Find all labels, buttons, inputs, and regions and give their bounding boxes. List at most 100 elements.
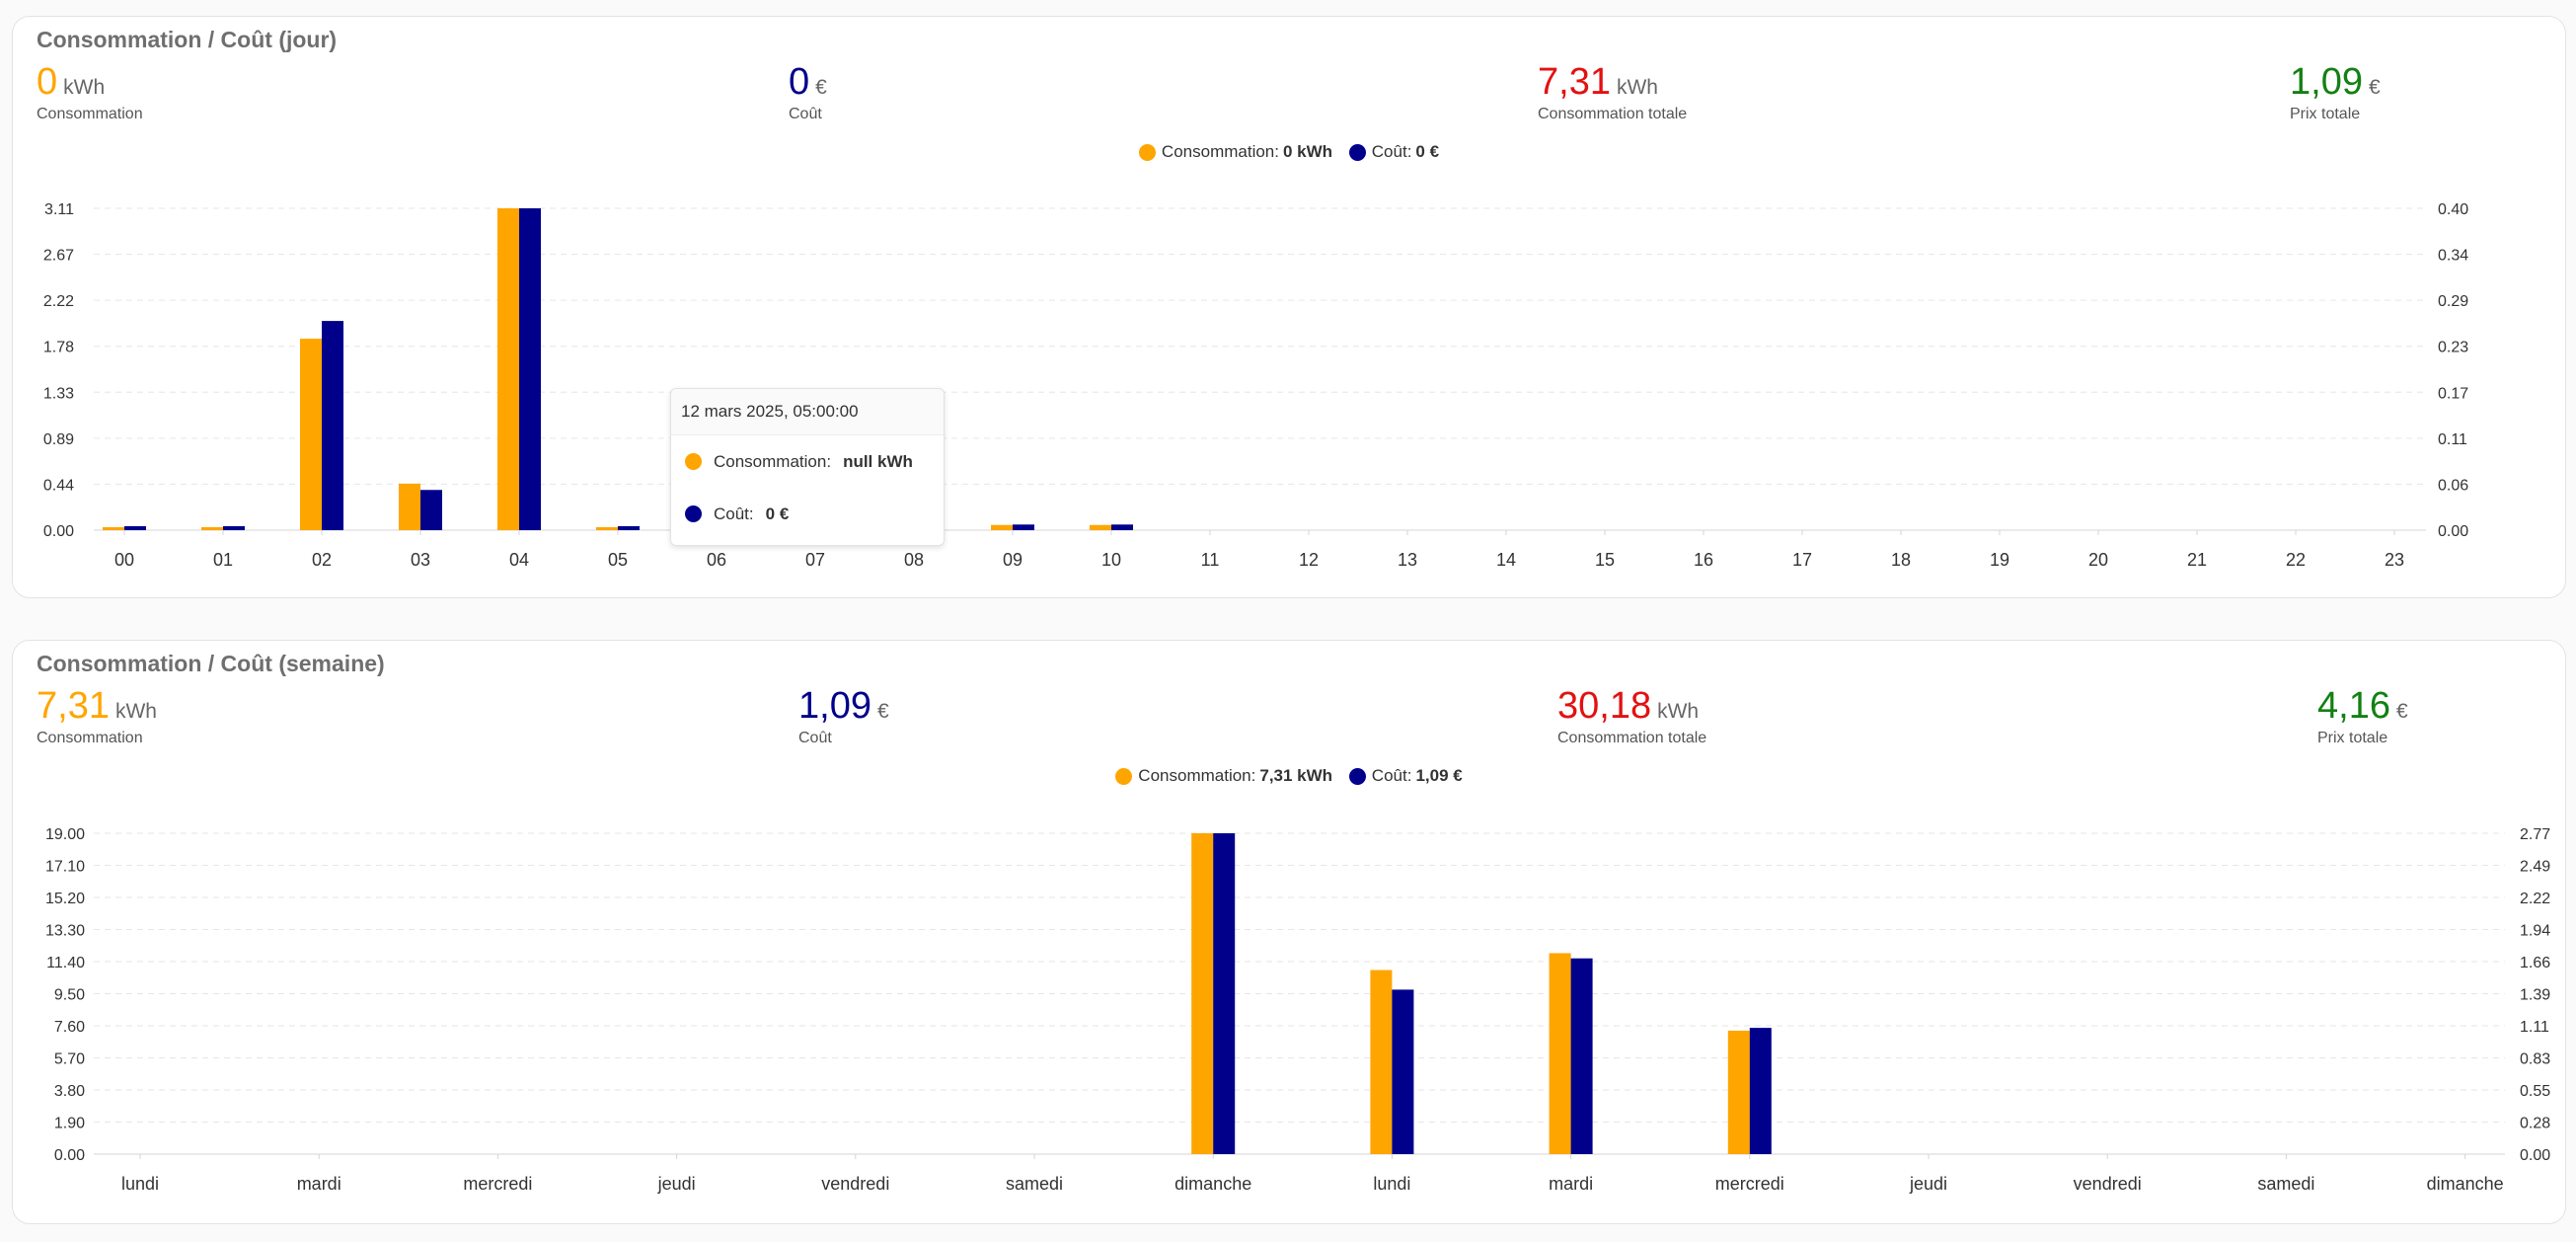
stat-value: 7,31 (1538, 61, 1611, 103)
y-tick-label-left: 1.33 (43, 385, 74, 402)
weekly-card: Consommation / Coût (semaine) 7,31 kWh Co… (12, 640, 2566, 1224)
y-tick-label-right: 0.83 (2520, 1051, 2550, 1068)
y-tick-label-right: 0.23 (2438, 340, 2468, 356)
y-tick-label-left: 0.89 (43, 431, 74, 448)
x-tick-label: samedi (2257, 1174, 2314, 1194)
bar-cost[interactable] (322, 321, 343, 530)
bar-cost[interactable] (1013, 524, 1034, 530)
bar-cost[interactable] (1392, 989, 1414, 1154)
x-tick-label: 23 (2385, 550, 2404, 570)
x-tick-label: mercredi (463, 1174, 532, 1194)
x-tick-label: 16 (1694, 550, 1713, 570)
x-tick-label: 11 (1201, 550, 1220, 570)
tooltip-title: 12 mars 2025, 05:00:00 (671, 389, 944, 435)
y-tick-label-left: 0.00 (43, 523, 74, 540)
x-tick-label: 13 (1398, 550, 1417, 570)
legend-dot-icon (1348, 143, 1366, 161)
stat-label: Prix totale (2290, 106, 2361, 122)
bar-consumption[interactable] (1549, 953, 1571, 1154)
bar-cost[interactable] (1111, 524, 1133, 530)
legend-item-consumption[interactable]: Consommation: 7,31 kWh (1115, 766, 1332, 786)
x-tick-label: 06 (707, 550, 726, 570)
bar-cost[interactable] (223, 525, 245, 530)
stat-label: Coût (789, 106, 822, 122)
y-tick-label-right: 1.66 (2520, 955, 2550, 971)
stat-label: Consommation totale (1557, 730, 1707, 746)
y-tick-label-right: 0.00 (2438, 523, 2468, 540)
bar-consumption[interactable] (1370, 970, 1393, 1154)
bar-consumption[interactable] (1727, 1030, 1750, 1154)
bar-cost[interactable] (618, 525, 640, 530)
stat-cost: 1,09 € Coût (798, 684, 889, 747)
bar-cost[interactable] (124, 525, 146, 530)
bar-consumption[interactable] (1090, 524, 1111, 530)
legend-item-cost[interactable]: Coût: 0 € (1348, 142, 1439, 162)
chart-legend: Consommation: 7,31 kWh Coût: 1,09 € (13, 766, 2565, 790)
y-tick-label-left: 9.50 (54, 987, 85, 1004)
chart-tooltip: 12 mars 2025, 05:00:00 Consommation: null… (670, 388, 945, 546)
y-tick-label-left: 2.67 (43, 248, 74, 265)
legend-value: 7,31 kWh (1259, 766, 1333, 785)
legend-item-cost[interactable]: Coût: 1,09 € (1348, 766, 1463, 786)
x-tick-label: 08 (904, 550, 924, 570)
daily-bar-chart[interactable]: 0.00 0.00 0.44 0.06 0.89 0.11 1.33 0.17 1.78 0.23… (13, 17, 2565, 597)
stat-value: 30,18 (1557, 685, 1652, 727)
stat-label: Consommation (37, 730, 143, 746)
y-tick-label-right: 2.22 (2520, 891, 2550, 907)
y-tick-label-right: 0.11 (2438, 431, 2467, 448)
weekly-bar-chart[interactable]: 0.00 0.00 1.90 0.28 3.80 0.55 5.70 0.83 7.60 1.11… (13, 641, 2565, 1223)
tooltip-dot-icon (685, 453, 702, 470)
tooltip-row-cost: Coût: 0 € (671, 488, 944, 540)
y-tick-label-left: 3.11 (44, 201, 74, 218)
x-tick-label: 07 (805, 550, 825, 570)
bar-cost[interactable] (1749, 1028, 1772, 1154)
stat-label: Coût (798, 730, 832, 746)
bar-consumption[interactable] (1191, 833, 1214, 1154)
bar-consumption[interactable] (596, 527, 618, 530)
bar-cost[interactable] (420, 490, 442, 530)
y-tick-label-left: 1.78 (43, 340, 74, 356)
x-tick-label: vendredi (821, 1174, 889, 1194)
y-tick-label-left: 0.00 (54, 1147, 85, 1164)
legend-item-consumption[interactable]: Consommation: 0 kWh (1138, 142, 1332, 162)
y-tick-label-left: 11.40 (46, 955, 85, 971)
tooltip-value: 0 € (765, 504, 790, 523)
x-tick-label: 21 (2187, 550, 2207, 570)
x-tick-label: 02 (312, 550, 332, 570)
x-tick-label: 15 (1595, 550, 1615, 570)
stat-consumption: 0 kWh Consommation (37, 60, 143, 123)
x-tick-label: mardi (1549, 1174, 1593, 1194)
legend-name: Coût: (1371, 142, 1412, 161)
y-tick-label-left: 2.22 (43, 293, 74, 310)
x-tick-label: 05 (608, 550, 628, 570)
y-tick-label-right: 2.77 (2520, 826, 2550, 843)
x-tick-label: vendredi (2074, 1174, 2142, 1194)
legend-dot-icon (1115, 767, 1133, 785)
bar-cost[interactable] (519, 208, 541, 530)
x-tick-label: jeudi (657, 1174, 696, 1194)
tooltip-dot-icon (685, 505, 702, 522)
bar-consumption[interactable] (103, 527, 124, 530)
stat-value: 7,31 (37, 685, 110, 727)
y-tick-label-right: 0.00 (2520, 1147, 2550, 1164)
bar-cost[interactable] (1213, 833, 1236, 1154)
y-tick-label-right: 0.29 (2438, 293, 2468, 310)
legend-value: 1,09 € (1415, 766, 1463, 785)
bar-consumption[interactable] (201, 527, 223, 530)
y-tick-label-left: 19.00 (45, 826, 85, 843)
bar-consumption[interactable] (497, 208, 519, 530)
bar-consumption[interactable] (991, 524, 1013, 530)
daily-card: Consommation / Coût (jour) 0 kWh Consomma… (12, 16, 2566, 598)
x-tick-label: dimanche (2427, 1174, 2504, 1194)
x-tick-label: jeudi (1909, 1174, 1947, 1194)
y-tick-label-right: 0.55 (2520, 1083, 2550, 1100)
y-tick-label-right: 2.49 (2520, 859, 2550, 876)
tooltip-name: Coût: (714, 504, 754, 523)
bar-consumption[interactable] (300, 339, 322, 530)
legend-name: Consommation: (1138, 766, 1256, 785)
bar-cost[interactable] (1570, 958, 1593, 1154)
bar-consumption[interactable] (399, 483, 420, 530)
y-tick-label-right: 0.34 (2438, 248, 2468, 265)
x-tick-label: 03 (411, 550, 430, 570)
legend-dot-icon (1138, 143, 1156, 161)
